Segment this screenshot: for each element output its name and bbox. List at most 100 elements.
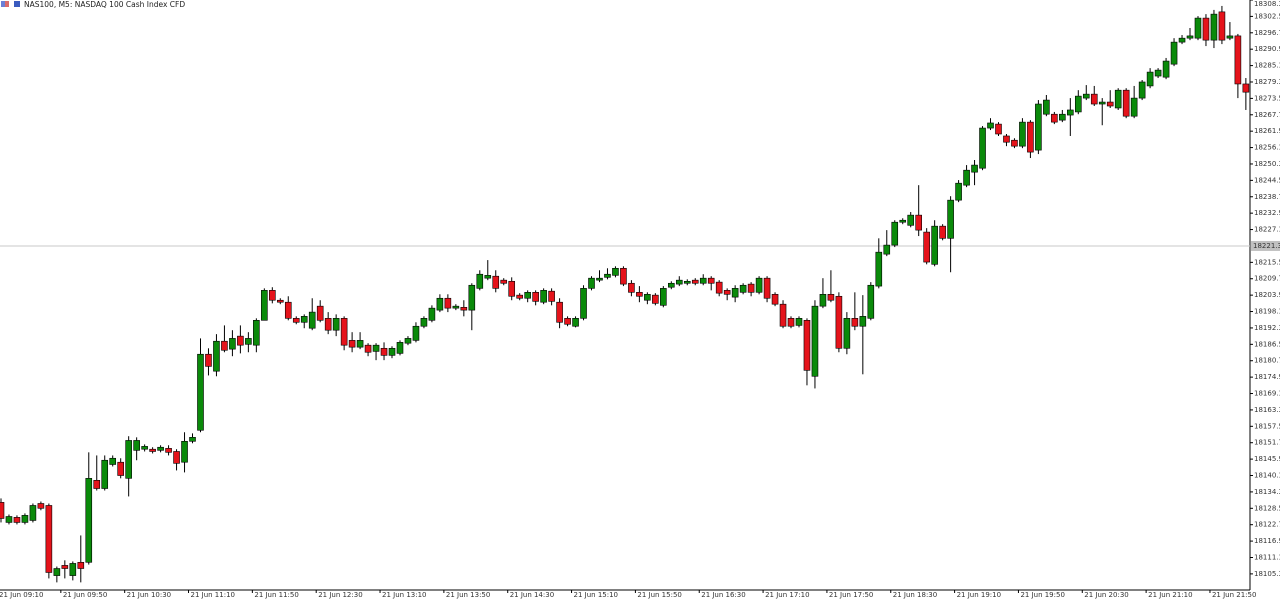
candle-body [939,225,946,239]
y-tick-label: 18145.9 [1254,455,1280,463]
candle-body [675,279,683,285]
candle-body [396,342,404,354]
candle-body [205,353,212,367]
y-tick-label: 18122.7 [1254,521,1280,529]
x-tick-label: 21 Jun 13:10 [382,591,426,599]
candle-body [45,505,53,573]
y-tick-label: 18290.9 [1254,45,1280,53]
candle-body [253,320,260,346]
chart-title: NAS100, M5: NASDAQ 100 Cash Index CFD [24,0,185,9]
candle-body [181,440,188,463]
x-tick-label: 21 Jun 19:50 [1020,591,1064,599]
candle-body [532,292,539,302]
candle-body [1218,11,1226,41]
x-tick-label: 21 Jun 12:30 [318,591,362,599]
candle-body [668,282,675,288]
y-tick-label: 18285.1 [1254,62,1280,70]
candle-body [691,279,699,284]
candle-body [269,290,276,301]
candle-body [867,284,875,319]
x-tick-label: 21 Jun 10:30 [127,591,171,599]
candle-body [915,214,922,231]
candle-body [420,318,428,327]
candle-body [1162,60,1170,78]
x-tick-label: 21 Jun 11:10 [191,591,235,599]
candle-body [1043,99,1050,115]
candle-body [436,297,444,311]
candle-body [588,277,595,289]
candle-body [859,316,867,327]
candle-body [69,563,77,576]
candle-body [1074,95,1082,113]
y-tick-label: 18215.5 [1254,258,1280,266]
candle-body [644,293,651,301]
x-tick-label: 21 Jun 21:10 [1148,591,1192,599]
y-tick-label: 18128.5 [1254,504,1280,512]
candle-body [1146,71,1154,87]
x-tick-label: 21 Jun 11:50 [254,591,298,599]
candle-body [971,164,978,173]
candle-body [332,318,340,331]
candle-body [524,292,531,299]
candle-body [1059,113,1066,121]
candle-body [13,517,21,523]
y-tick-label: 18302.5 [1254,12,1280,20]
candle-body [117,461,124,476]
candle-body [771,293,779,305]
y-tick-label: 18198.1 [1254,308,1280,316]
candle-body [93,480,101,489]
candle-body [907,214,915,226]
x-tick-label: 21 Jun 13:50 [446,591,490,599]
candle-body [1003,135,1010,143]
candle-body [564,318,571,325]
candle-body [428,307,436,321]
x-tick-label: 21 Jun 17:10 [765,591,809,599]
x-tick-label: 21 Jun 18:30 [893,591,937,599]
candle-body [660,288,667,306]
candle-body [1067,109,1074,116]
candle-body [1098,101,1106,105]
candle-body [221,340,228,351]
candle-body [851,318,859,327]
candle-body [1242,83,1250,93]
y-tick-label: 18157.5 [1254,422,1280,430]
candle-body [819,293,827,307]
candle-body [699,277,707,284]
candle-body [843,318,851,349]
candle-body [61,565,69,569]
candle-body [556,301,563,323]
candle-body [245,338,252,345]
candle-body [995,123,1002,135]
candle-body [21,515,29,523]
candle-body [1138,81,1146,99]
y-tick-label: 18180.7 [1254,357,1280,365]
candle-body [316,305,324,321]
candle-body [1210,13,1218,41]
candle-body [835,295,843,349]
y-tick-label: 18308.3 [1254,0,1280,8]
candle-body [165,448,172,453]
y-tick-label: 18267.7 [1254,111,1280,119]
candle-body [979,127,986,169]
candle-body [213,340,220,372]
candle-body [500,279,508,284]
candle-body [1051,113,1058,123]
candle-body [284,301,292,319]
candle-body [157,446,164,451]
y-tick-label: 18232.9 [1254,209,1280,217]
candle-body [955,182,962,201]
candle-body [380,347,388,356]
candle-body [596,277,603,281]
x-tick-label: 21 Jun 09:10 [0,591,43,599]
y-tick-label: 18256.1 [1254,144,1280,152]
candle-body [468,284,476,311]
candle-body [1122,89,1130,117]
candle-body [723,290,731,295]
candle-body [444,297,452,309]
candle-body [620,267,627,285]
y-tick-label: 18163.3 [1254,406,1280,414]
candle-body [923,231,930,263]
